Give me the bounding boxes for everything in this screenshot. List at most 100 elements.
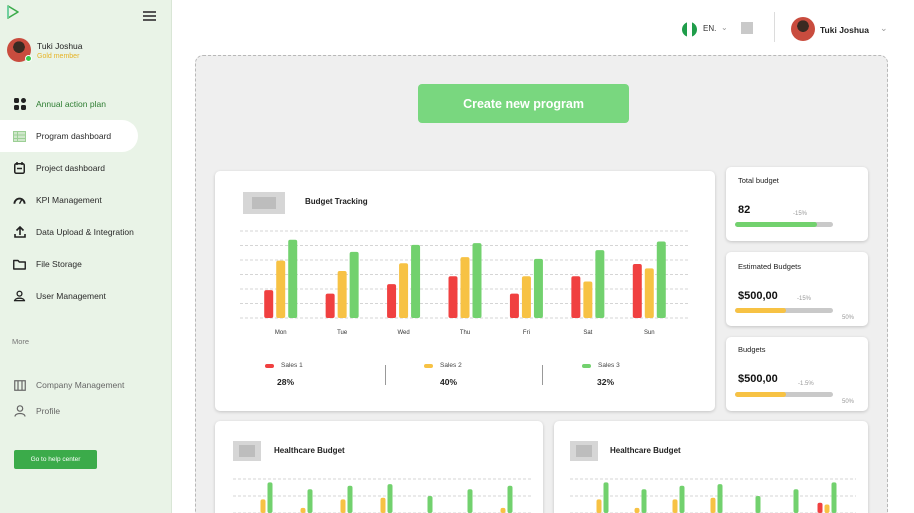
card-title: Healthcare Budget bbox=[610, 446, 681, 455]
card-title: Healthcare Budget bbox=[274, 446, 345, 455]
chart-bar[interactable] bbox=[340, 499, 346, 513]
chart-bar[interactable] bbox=[288, 239, 298, 318]
chevron-down-icon[interactable]: ⌄ bbox=[880, 23, 888, 33]
chart-bar[interactable] bbox=[387, 284, 397, 318]
chart-bar[interactable] bbox=[460, 257, 470, 318]
chart-bar[interactable] bbox=[472, 243, 482, 318]
sidebar-item-program-dashboard[interactable]: Program dashboard bbox=[0, 120, 138, 152]
chart-bar[interactable] bbox=[831, 482, 837, 513]
profile-name: Tuki Joshua bbox=[37, 40, 83, 51]
chart-bar[interactable] bbox=[656, 241, 666, 318]
sidebar-item-label: Project dashboard bbox=[36, 163, 105, 173]
chart-bar[interactable] bbox=[533, 258, 543, 318]
sidebar-item-user-management[interactable]: User Management bbox=[0, 280, 172, 312]
stat-progress-bar bbox=[735, 392, 833, 397]
chart-bar[interactable] bbox=[710, 497, 716, 513]
chart-bar[interactable] bbox=[644, 268, 654, 318]
chevron-down-icon[interactable]: ⌄ bbox=[721, 23, 728, 32]
stat-label: Estimated Budgets bbox=[738, 262, 801, 271]
chart-bar[interactable] bbox=[817, 502, 823, 513]
stat-progress-fill bbox=[735, 222, 818, 227]
x-tick-label: Mon bbox=[275, 330, 287, 336]
menu-toggle-icon[interactable] bbox=[143, 11, 156, 21]
chart-bar[interactable] bbox=[507, 485, 513, 513]
chart-bar[interactable] bbox=[717, 484, 723, 513]
chart-bar[interactable] bbox=[448, 276, 458, 318]
logo-icon[interactable] bbox=[6, 5, 20, 19]
estimated-budgets-card[interactable]: Estimated Budgets $500,00 -15% 50% bbox=[726, 252, 868, 326]
chart-bar[interactable] bbox=[679, 485, 685, 513]
card-title: Budget Tracking bbox=[305, 197, 368, 206]
sidebar-item-label: File Storage bbox=[36, 259, 82, 269]
chart-bar[interactable] bbox=[307, 489, 313, 513]
legend-swatch bbox=[265, 363, 274, 368]
chart-bar[interactable] bbox=[603, 482, 609, 513]
sidebar-item-label: Annual action plan bbox=[36, 99, 106, 109]
chart-bar[interactable] bbox=[632, 264, 642, 318]
healthcare-budget-chart bbox=[570, 478, 856, 513]
chart-bar[interactable] bbox=[427, 496, 433, 513]
folder-icon bbox=[13, 258, 26, 271]
sidebar-item-annual-action-plan[interactable]: Annual action plan bbox=[0, 88, 172, 120]
user-avatar[interactable] bbox=[791, 17, 815, 41]
legend-swatch bbox=[424, 363, 433, 368]
sidebar: Tuki Joshua Gold member Annual action pl… bbox=[0, 0, 172, 513]
stat-progress-fill bbox=[735, 308, 786, 313]
legend-label: Sales 3 bbox=[598, 362, 620, 369]
legend-divider bbox=[385, 365, 386, 385]
card-image-placeholder bbox=[243, 192, 285, 214]
chart-bar[interactable] bbox=[276, 260, 286, 318]
users-icon bbox=[13, 290, 26, 303]
chart-bar[interactable] bbox=[595, 250, 605, 318]
avatar bbox=[7, 38, 32, 62]
budgets-card[interactable]: Budgets $500,00 -1.5% 50% bbox=[726, 337, 868, 411]
nigeria-flag-icon[interactable] bbox=[682, 22, 697, 37]
sidebar-item-company-management[interactable]: Company Management bbox=[0, 372, 172, 398]
chart-bar[interactable] bbox=[509, 293, 519, 318]
sidebar-item-profile[interactable]: Profile bbox=[0, 398, 172, 424]
chart-bar[interactable] bbox=[755, 496, 761, 513]
chart-bar[interactable] bbox=[411, 244, 421, 318]
create-program-button[interactable]: Create new program bbox=[418, 84, 629, 123]
chart-bar[interactable] bbox=[467, 489, 473, 513]
chart-bar[interactable] bbox=[325, 293, 335, 318]
stat-value: 82 bbox=[738, 204, 751, 216]
language-selector[interactable]: EN. bbox=[703, 24, 717, 33]
x-tick-label: Sat bbox=[583, 330, 592, 336]
legend-swatch bbox=[582, 363, 591, 368]
chart-bar[interactable] bbox=[260, 499, 266, 513]
chart-bar[interactable] bbox=[824, 504, 830, 513]
chart-bar[interactable] bbox=[337, 271, 347, 318]
total-budget-card[interactable]: Total budget 82 -15% bbox=[726, 167, 868, 241]
stat-value: $500,00 bbox=[738, 373, 778, 385]
notification-icon[interactable] bbox=[741, 22, 753, 34]
stat-progress-fill bbox=[735, 392, 786, 397]
chart-bar[interactable] bbox=[349, 251, 359, 318]
chart-bar[interactable] bbox=[347, 485, 353, 513]
chart-bar[interactable] bbox=[500, 507, 506, 513]
chart-bar[interactable] bbox=[672, 499, 678, 513]
chart-bar[interactable] bbox=[264, 290, 274, 318]
sidebar-item-data-upload[interactable]: Data Upload & Integration bbox=[0, 216, 172, 248]
chart-bar[interactable] bbox=[300, 507, 306, 513]
chart-bar[interactable] bbox=[571, 276, 581, 318]
chart-bar[interactable] bbox=[399, 263, 409, 318]
sidebar-item-file-storage[interactable]: File Storage bbox=[0, 248, 172, 280]
chart-bar[interactable] bbox=[634, 507, 640, 513]
sidebar-profile[interactable]: Tuki Joshua Gold member bbox=[7, 38, 83, 62]
chart-bar[interactable] bbox=[583, 281, 593, 318]
stat-value: $500,00 bbox=[738, 290, 778, 302]
chart-bar[interactable] bbox=[387, 484, 393, 513]
help-center-button[interactable]: Go to help center bbox=[14, 450, 97, 469]
topbar-user-name[interactable]: Tuki Joshua bbox=[820, 25, 869, 35]
sidebar-item-project-dashboard[interactable]: Project dashboard bbox=[0, 152, 172, 184]
more-section-label: More bbox=[12, 337, 30, 346]
sidebar-item-kpi-management[interactable]: KPI Management bbox=[0, 184, 172, 216]
chart-bar[interactable] bbox=[521, 276, 531, 318]
chart-bar[interactable] bbox=[267, 482, 273, 513]
legend-percent: 40% bbox=[440, 377, 458, 387]
chart-bar[interactable] bbox=[793, 489, 799, 513]
chart-bar[interactable] bbox=[641, 489, 647, 513]
chart-bar[interactable] bbox=[596, 499, 602, 513]
chart-bar[interactable] bbox=[380, 497, 386, 513]
